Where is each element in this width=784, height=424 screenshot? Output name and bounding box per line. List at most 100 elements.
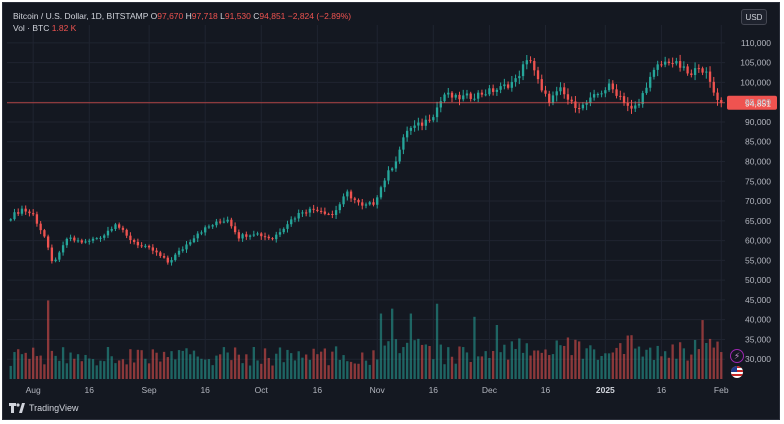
- candle-body: [592, 94, 596, 98]
- us-flag-icon[interactable]: [731, 366, 743, 378]
- x-tick-label: Nov: [370, 385, 386, 395]
- candle-body: [99, 237, 102, 239]
- volume-bar: [136, 349, 140, 379]
- volume-bar: [634, 348, 637, 379]
- candle-body: [192, 238, 196, 243]
- candle-body: [447, 92, 450, 95]
- candle-body: [697, 68, 700, 70]
- y-tick-label: 110,000: [741, 38, 771, 48]
- y-tick-label: 55,000: [745, 255, 771, 265]
- tradingview-logo[interactable]: TradingView: [9, 403, 79, 413]
- volume-bar: [521, 352, 525, 379]
- candle-body: [413, 125, 416, 128]
- y-tick-label: 40,000: [745, 315, 771, 325]
- candle-body: [533, 60, 536, 71]
- candle-body: [147, 245, 151, 248]
- x-tick-label: Sep: [142, 385, 157, 395]
- candle-body: [106, 230, 110, 236]
- volume-bar: [267, 357, 270, 379]
- candle-body: [43, 230, 46, 237]
- volume-bar: [428, 346, 431, 379]
- open-value: 97,670: [157, 11, 184, 21]
- volume-bar: [106, 347, 110, 379]
- candle-body: [245, 234, 248, 237]
- candle-body: [439, 101, 442, 108]
- candle-body: [271, 238, 274, 240]
- y-tick-label: 90,000: [745, 117, 771, 127]
- volume-bar: [450, 356, 454, 379]
- volume-bar: [286, 349, 289, 379]
- candle-body: [693, 68, 697, 76]
- volume-bar: [76, 354, 80, 379]
- volume-bar: [596, 359, 600, 379]
- volume-bar: [24, 352, 27, 379]
- currency-button[interactable]: USD: [741, 9, 767, 25]
- time-axis[interactable]: Aug 16 Sep 16 Oct 16 Nov 16 Dec 16 2025 16 Feb: [26, 385, 729, 395]
- volume-bar: [420, 344, 424, 379]
- volume-bar: [607, 353, 611, 379]
- candle-body: [39, 223, 42, 231]
- candle-body: [462, 95, 465, 100]
- volume-bar: [394, 339, 398, 379]
- close-label: C: [253, 11, 260, 21]
- candle-body: [166, 257, 169, 263]
- candle-body: [656, 64, 659, 70]
- candle-body: [577, 108, 581, 110]
- volume-bar: [61, 347, 65, 379]
- volume-legend: Vol · BTC 1.82 K: [13, 23, 76, 33]
- candle-body: [80, 240, 83, 243]
- volume-bar: [185, 348, 188, 379]
- x-tick-label: 16: [541, 385, 551, 395]
- candle-body: [405, 130, 409, 138]
- candle-body: [506, 84, 510, 88]
- candle-body: [334, 210, 338, 215]
- candle-body: [323, 211, 327, 214]
- candle-body: [454, 94, 457, 98]
- candle-body: [286, 224, 289, 229]
- volume-bar: [499, 352, 502, 379]
- candle-body: [170, 260, 173, 263]
- candle-body: [424, 119, 427, 126]
- volume-bar: [88, 358, 91, 379]
- candle-body: [248, 235, 252, 237]
- volume-bar: [9, 365, 12, 379]
- volume-bar: [331, 351, 334, 379]
- candle-body: [630, 105, 633, 109]
- volume-bar: [548, 355, 551, 379]
- volume-bar: [308, 359, 312, 379]
- candle-body: [110, 229, 113, 231]
- volume-bar: [364, 360, 368, 379]
- candle-body: [349, 191, 353, 199]
- volume-bar: [536, 350, 540, 379]
- candle-body: [233, 226, 237, 233]
- price-chart[interactable]: 94,851 30,000 35,000 40,000 45,000 50,000 55,…: [3, 3, 781, 421]
- volume-bar: [353, 363, 356, 379]
- volume-bar: [675, 358, 678, 379]
- candle-body: [189, 242, 192, 245]
- high-value: 97,718: [191, 11, 218, 21]
- candle-body: [103, 235, 106, 238]
- candle-body: [297, 212, 300, 219]
- volume-bar: [357, 363, 360, 379]
- volume-bar: [379, 313, 383, 379]
- x-tick-label: 2025: [596, 385, 615, 395]
- candle-body: [682, 66, 686, 68]
- volume-bar: [20, 354, 24, 379]
- volume-bar: [177, 350, 181, 379]
- volume-bar: [604, 353, 607, 379]
- change-value: −2,824 (−2.89%): [287, 11, 352, 21]
- brand-name: TradingView: [29, 403, 79, 413]
- volume-bar: [323, 348, 327, 379]
- price-axis[interactable]: 30,000 35,000 40,000 45,000 50,000 55,000 60,0…: [740, 38, 771, 364]
- volume-bar: [316, 354, 319, 379]
- volume-bar: [581, 358, 585, 379]
- candle-body: [432, 117, 435, 121]
- candle-body: [518, 76, 521, 79]
- x-tick-label: Feb: [714, 385, 729, 395]
- x-tick-label: Dec: [482, 385, 498, 395]
- volume-bars: [9, 300, 723, 379]
- volume-bar: [84, 354, 87, 379]
- lightning-icon[interactable]: ⚡: [730, 349, 744, 363]
- candle-body: [308, 208, 312, 213]
- y-tick-label: 35,000: [745, 334, 771, 344]
